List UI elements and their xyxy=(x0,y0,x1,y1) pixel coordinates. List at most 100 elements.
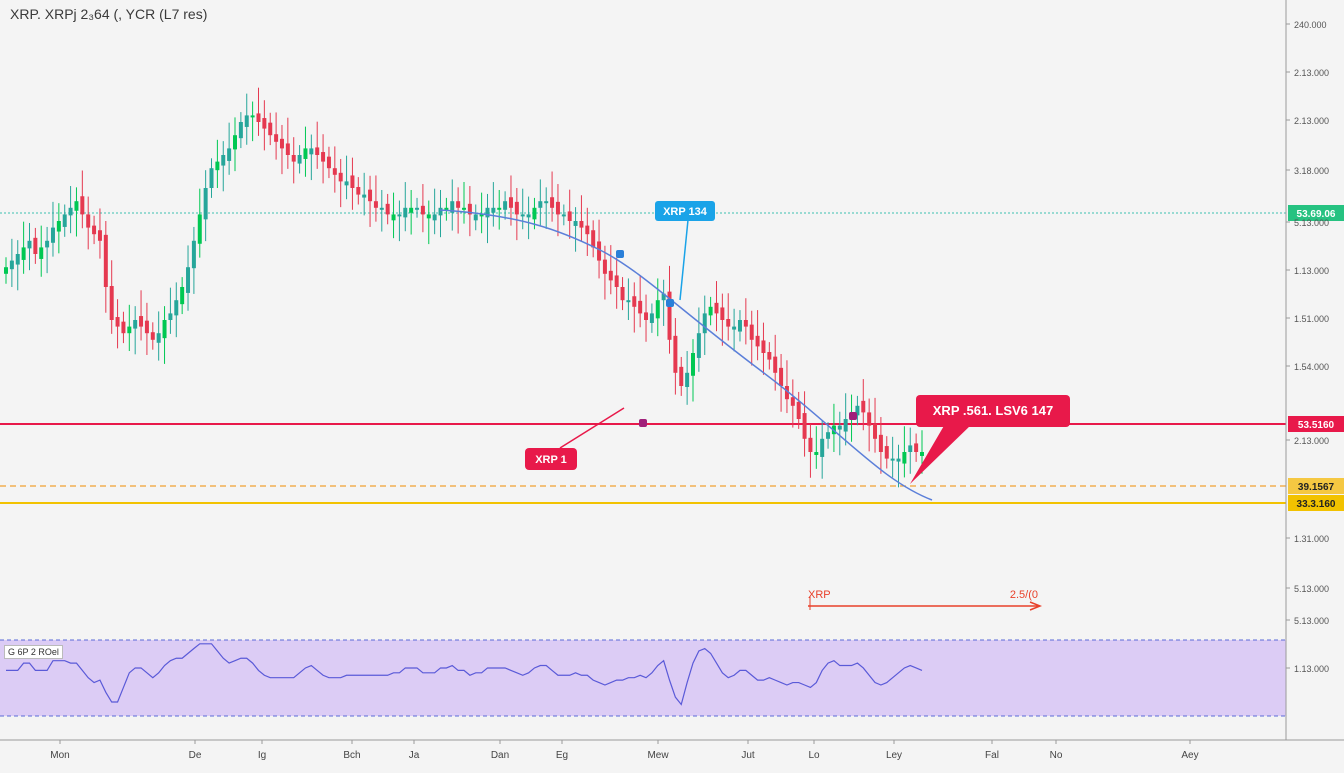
candle-body xyxy=(790,397,795,406)
candle-body xyxy=(39,247,44,259)
candle-body xyxy=(632,296,637,307)
blue-callout-text: XRP 134 xyxy=(663,206,708,218)
candle-body xyxy=(544,201,549,204)
y-tick-label: 1.51.000 xyxy=(1294,314,1329,324)
candle-body xyxy=(773,356,778,373)
annotations: XRP 134 XRP 1 XRP .561. LSV6 147 XRP 2.5/(0 xyxy=(525,201,1070,611)
y-tick-label: 2.13.000 xyxy=(1294,116,1329,126)
y-tick-label: 1.13.000 xyxy=(1294,664,1329,674)
candle-body xyxy=(9,260,14,270)
x-tick-label: Mew xyxy=(647,750,669,761)
candle-body xyxy=(309,148,314,155)
candle-body xyxy=(103,234,108,287)
candle-body xyxy=(473,214,478,221)
candle-body xyxy=(156,333,161,343)
candle-body xyxy=(420,205,425,215)
candle-body xyxy=(796,401,801,419)
candle-body xyxy=(585,225,590,235)
red-small-pointer xyxy=(559,407,625,449)
y-tick-label: 1.13.000 xyxy=(1294,266,1329,276)
candle-body xyxy=(761,340,766,353)
horizontal-lines: 53.69.06 53.5160 39.1567 33.3.160 xyxy=(0,205,1344,511)
candle-body xyxy=(68,207,73,216)
candle-body xyxy=(115,317,120,327)
candle-body xyxy=(497,207,502,210)
candle-body xyxy=(285,143,290,155)
candle-body xyxy=(227,148,232,161)
candle-body xyxy=(174,300,179,316)
candle-body xyxy=(667,291,672,340)
candle-body xyxy=(62,214,67,227)
candle-body xyxy=(855,405,860,416)
candle-body xyxy=(602,259,607,274)
candle-body xyxy=(144,320,149,334)
candle-body xyxy=(861,400,866,413)
candle-body xyxy=(714,302,719,314)
candle-body xyxy=(326,156,331,169)
x-tick-label: Jut xyxy=(741,750,755,761)
candle-body xyxy=(56,221,61,232)
candle-body xyxy=(550,197,555,208)
candle-body xyxy=(221,155,226,166)
candle-body xyxy=(779,367,784,386)
candle-body xyxy=(303,148,308,159)
candle-body xyxy=(279,138,284,149)
candle-body xyxy=(462,207,466,210)
x-tick-label: Eg xyxy=(556,750,568,761)
red-big-pointer xyxy=(910,424,972,484)
x-tick-label: Dan xyxy=(491,750,509,761)
candle-body xyxy=(737,320,742,332)
candle-body xyxy=(508,197,513,208)
price-tag-red: 53.5160 xyxy=(1298,420,1335,431)
candle-body xyxy=(784,386,789,400)
candle-body xyxy=(268,122,273,136)
candle-body xyxy=(403,207,408,218)
x-tick-label: Bch xyxy=(343,750,360,761)
candle-body xyxy=(315,147,320,155)
candle-body xyxy=(867,412,872,426)
candle-body xyxy=(673,335,678,373)
candle-body xyxy=(679,366,684,386)
candle-body xyxy=(567,211,572,221)
marker-blue-1 xyxy=(616,250,624,258)
price-tag-dashed-bg xyxy=(1288,478,1344,494)
blue-callout-box xyxy=(655,201,715,221)
candle-body xyxy=(297,155,302,164)
candle-body xyxy=(608,270,613,281)
red-big-callout-text: XRP .561. LSV6 147 xyxy=(933,403,1053,418)
candle-body xyxy=(538,201,543,208)
candle-body xyxy=(127,326,132,334)
candle-body xyxy=(426,214,431,219)
candle-body xyxy=(685,372,690,387)
y-tick-label: 2.13.000 xyxy=(1294,436,1329,446)
candle-body xyxy=(274,134,279,142)
candle-body xyxy=(21,247,26,260)
candle-body xyxy=(203,188,208,220)
candle-body xyxy=(197,214,202,244)
candle-body xyxy=(591,230,596,248)
candle-body xyxy=(168,313,173,320)
candle-body xyxy=(262,118,267,129)
price-tag-teal: 53.69.06 xyxy=(1297,209,1336,220)
candle-body xyxy=(691,353,695,376)
candle-body xyxy=(15,254,20,265)
candle-body xyxy=(385,203,390,215)
candle-body xyxy=(373,201,378,208)
candle-body xyxy=(896,458,901,462)
candle-body xyxy=(579,221,584,228)
rsi-label: G 6P 2 ROel xyxy=(4,645,63,659)
candle-body xyxy=(33,237,38,254)
rsi-line xyxy=(6,643,923,706)
candle-body xyxy=(27,240,32,249)
candle-body xyxy=(256,113,261,122)
candle-body xyxy=(532,207,537,220)
candle-body xyxy=(491,207,496,213)
candle-body xyxy=(97,230,102,241)
range-left-label: XRP xyxy=(808,589,831,601)
price-tag-yellow-bg xyxy=(1288,495,1344,511)
candle-body xyxy=(655,300,660,319)
x-tick-label: Lo xyxy=(808,750,820,761)
y-tick-label: 1.54.000 xyxy=(1294,362,1329,372)
